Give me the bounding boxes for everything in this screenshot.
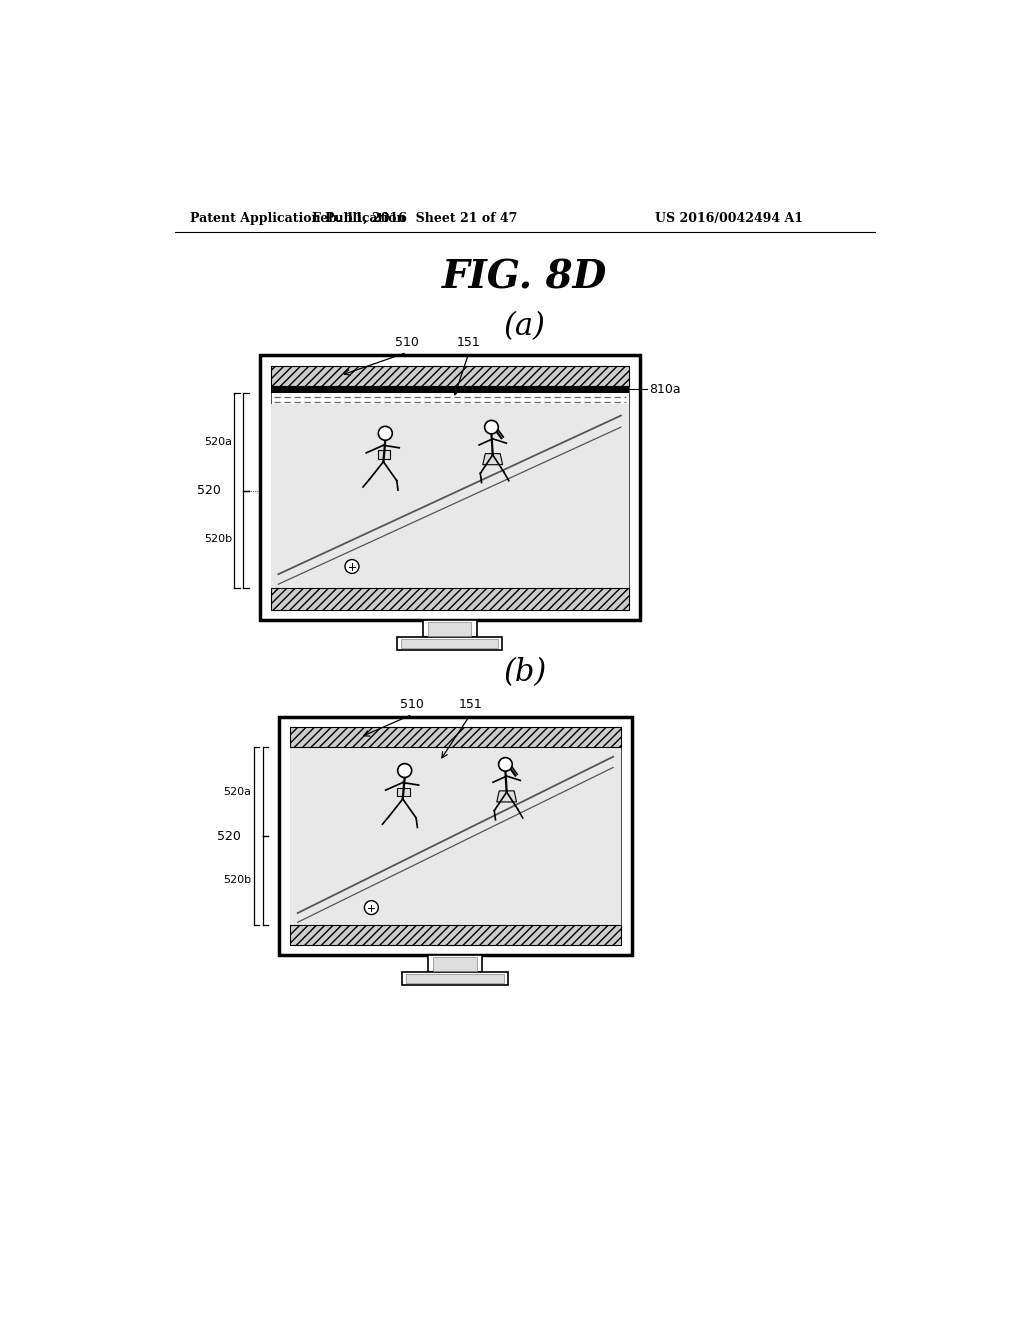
Bar [423,620,477,638]
Text: US 2016/0042494 A1: US 2016/0042494 A1 [655,213,803,224]
Text: FIG. 8D: FIG. 8D [442,259,607,297]
Text: 510: 510 [400,698,424,711]
Text: 520a: 520a [204,437,231,447]
Text: 151: 151 [457,335,481,348]
Bar [270,366,629,610]
Circle shape [365,900,378,915]
Bar [290,924,621,945]
Bar [400,639,499,648]
Bar [290,747,621,924]
Bar [270,589,629,610]
Text: 520a: 520a [223,787,251,797]
Text: 520b: 520b [204,535,231,544]
Bar [270,404,629,589]
Text: 151: 151 [459,698,482,711]
Polygon shape [482,454,503,465]
Bar [378,450,390,459]
Polygon shape [497,791,516,803]
Text: 810a: 810a [649,383,680,396]
Bar [397,788,410,796]
Bar [428,622,471,636]
Circle shape [397,763,412,777]
Bar [290,727,621,945]
Bar [270,385,629,393]
Text: 520: 520 [198,484,221,498]
Text: Feb. 11, 2016  Sheet 21 of 47: Feb. 11, 2016 Sheet 21 of 47 [312,213,517,224]
Bar [433,957,477,970]
Circle shape [345,560,359,573]
Bar [407,974,504,983]
Bar [280,717,632,956]
Bar [402,973,508,985]
Bar [270,366,629,385]
Text: 520b: 520b [223,875,251,886]
Text: (b): (b) [503,657,547,688]
Bar [260,355,640,620]
Circle shape [378,426,392,441]
Bar [397,638,503,649]
Bar [290,727,621,747]
Text: Patent Application Publication: Patent Application Publication [190,213,406,224]
Circle shape [499,758,512,771]
Text: 510: 510 [395,335,419,348]
Bar [428,956,482,973]
Text: 520: 520 [216,829,241,842]
Circle shape [484,420,499,434]
Text: (a): (a) [504,310,546,342]
